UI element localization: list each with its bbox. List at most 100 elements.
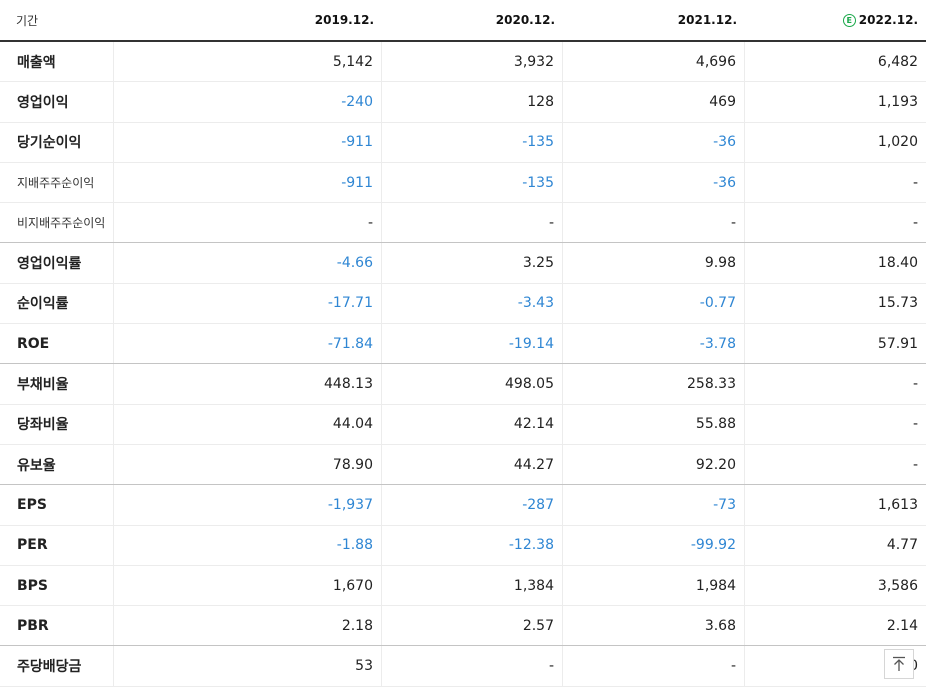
- row-label: 주당배당금: [0, 646, 114, 686]
- row-label: PER: [0, 525, 114, 565]
- table-row: 부채비율 448.13 498.05 258.33 -: [0, 364, 926, 405]
- row-label: 영업이익: [0, 82, 114, 122]
- table-cell: 3.25: [382, 243, 563, 283]
- column-header-2021: 2021.12.: [677, 13, 737, 27]
- table-cell: -: [912, 416, 918, 433]
- column-header-2022: E 2022.12.: [745, 13, 926, 27]
- table-row: 지배주주순이익 -911 -135 -36 -: [0, 162, 926, 204]
- table-cell: -: [563, 203, 745, 243]
- table-cell: 1,020: [877, 134, 918, 151]
- table-cell: -1,937: [114, 485, 382, 525]
- table-cell: -17.71: [114, 283, 382, 324]
- row-label: 부채비율: [0, 364, 114, 404]
- table-cell: 9.98: [563, 243, 745, 283]
- table-cell: 3,586: [877, 577, 918, 594]
- table-row: BPS 1,670 1,384 1,984 3,586: [0, 565, 926, 607]
- period-header: 기간: [16, 13, 39, 28]
- table-cell: 469: [563, 82, 745, 122]
- table-row: ROE -71.84 -19.14 -3.78 57.91: [0, 324, 926, 365]
- table-cell: 128: [382, 82, 563, 122]
- table-cell: 3.68: [563, 606, 745, 646]
- table-row: 순이익률 -17.71 -3.43 -0.77 15.73: [0, 283, 926, 325]
- table-cell: -3.78: [563, 324, 745, 364]
- table-row: 영업이익 -240 128 469 1,193: [0, 82, 926, 123]
- table-cell: 1,613: [877, 496, 918, 513]
- table-row: 영업이익률 -4.66 3.25 9.98 18.40: [0, 243, 926, 284]
- row-label: 비지배주주순이익: [0, 203, 114, 243]
- table-cell: 498.05: [382, 364, 563, 404]
- table-cell: 4,696: [563, 42, 745, 82]
- column-header-2019: 2019.12.: [314, 13, 374, 27]
- table-cell: 258.33: [563, 364, 745, 404]
- table-row: 당기순이익 -911 -135 -36 1,020: [0, 122, 926, 163]
- table-cell: -99.92: [563, 525, 745, 565]
- table-cell: -: [114, 203, 382, 243]
- table-cell: -135: [382, 162, 563, 203]
- table-cell: 4.77: [886, 537, 918, 554]
- table-cell: -36: [563, 122, 745, 162]
- row-label: 당기순이익: [0, 122, 114, 162]
- table-cell: 18.40: [877, 255, 918, 272]
- arrow-up-to-top-icon: [893, 656, 905, 671]
- table-row: 유보율 78.90 44.27 92.20 -: [0, 444, 926, 486]
- table-cell: 42.14: [382, 404, 563, 444]
- table-cell: 1,670: [114, 565, 382, 606]
- row-label: 매출액: [0, 42, 114, 82]
- table-cell: 2.18: [114, 606, 382, 646]
- row-label: BPS: [0, 565, 114, 606]
- table-cell: 15.73: [877, 295, 918, 312]
- table-cell: 1,193: [877, 93, 918, 110]
- row-label: 순이익률: [0, 283, 114, 324]
- table-cell: -73: [563, 485, 745, 525]
- table-cell: -911: [114, 122, 382, 162]
- column-header-2020: 2020.12.: [495, 13, 555, 27]
- table-cell: 2.57: [382, 606, 563, 646]
- table-cell: 1,384: [382, 565, 563, 606]
- table-cell: -12.38: [382, 525, 563, 565]
- table-row: 매출액 5,142 3,932 4,696 6,482: [0, 42, 926, 83]
- table-cell: -19.14: [382, 324, 563, 364]
- table-cell: -: [912, 214, 918, 231]
- table-cell: -287: [382, 485, 563, 525]
- table-header: 기간 2019.12. 2020.12. 2021.12. E 2022.12.: [0, 0, 926, 42]
- table-cell: -0.77: [563, 283, 745, 324]
- table-cell: 5,142: [114, 42, 382, 82]
- table-row: 비지배주주순이익 - - - -: [0, 203, 926, 244]
- table-cell: -: [912, 174, 918, 191]
- table-cell: -: [563, 646, 745, 686]
- table-cell: 1,984: [563, 565, 745, 606]
- table-cell: 78.90: [114, 444, 382, 485]
- table-cell: -: [912, 376, 918, 393]
- estimate-badge-icon: E: [842, 14, 856, 27]
- table-cell: 55.88: [563, 404, 745, 444]
- table-cell: -911: [114, 162, 382, 203]
- table-cell: -4.66: [114, 243, 382, 283]
- table-row: 당좌비율 44.04 42.14 55.88 -: [0, 404, 926, 445]
- table-cell: 53: [114, 646, 382, 686]
- table-cell: -71.84: [114, 324, 382, 364]
- scroll-to-top-button[interactable]: [884, 648, 914, 679]
- table-cell: -: [382, 646, 563, 686]
- table-cell: 3,932: [382, 42, 563, 82]
- table-cell: -3.43: [382, 283, 563, 324]
- table-cell: 2.14: [886, 617, 918, 634]
- table-cell: -36: [563, 162, 745, 203]
- row-label: ROE: [0, 324, 114, 364]
- table-cell: 448.13: [114, 364, 382, 404]
- table-row: EPS -1,937 -287 -73 1,613: [0, 485, 926, 526]
- table-cell: 6,482: [877, 53, 918, 70]
- table-cell: 44.27: [382, 444, 563, 485]
- table-cell: 44.04: [114, 404, 382, 444]
- row-label: PBR: [0, 606, 114, 646]
- row-label: 지배주주순이익: [0, 162, 114, 203]
- table-cell: 92.20: [563, 444, 745, 485]
- table-cell: 57.91: [877, 335, 918, 352]
- table-cell: -240: [114, 82, 382, 122]
- row-label: 영업이익률: [0, 243, 114, 283]
- table-cell: -: [382, 203, 563, 243]
- row-label: EPS: [0, 485, 114, 525]
- table-row: PER -1.88 -12.38 -99.92 4.77: [0, 525, 926, 566]
- table-cell: -: [912, 456, 918, 473]
